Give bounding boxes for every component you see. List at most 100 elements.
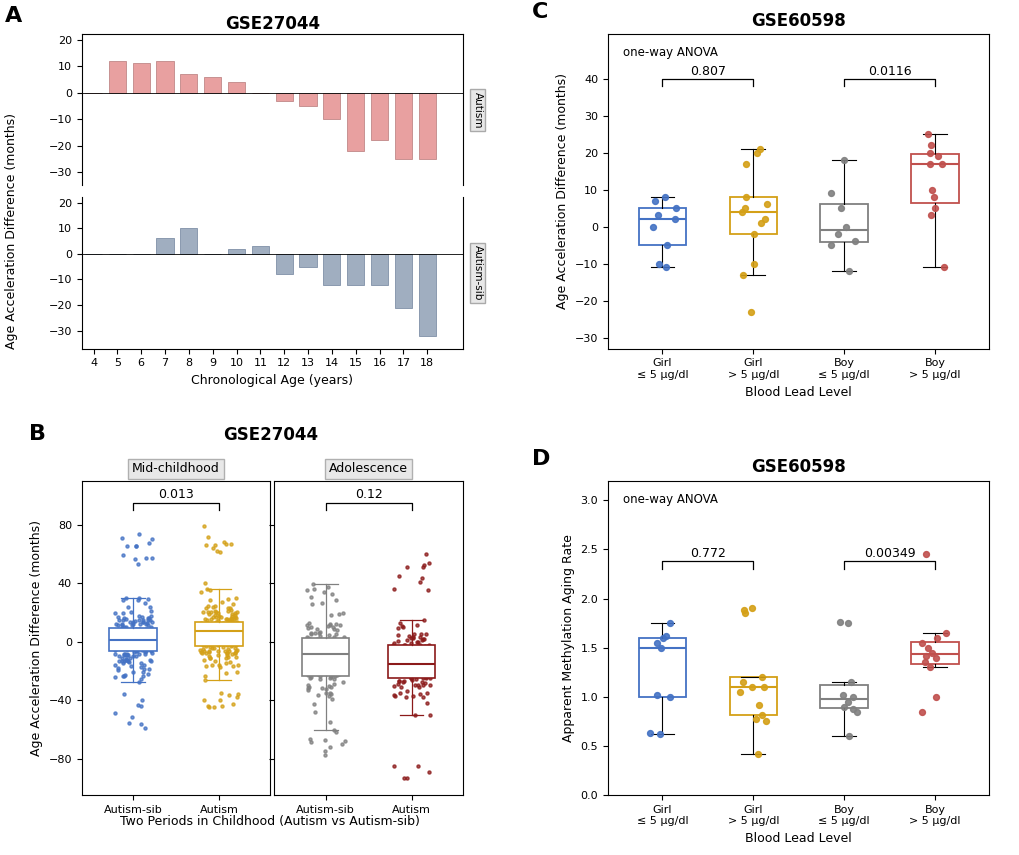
Point xyxy=(140,593,156,606)
Point xyxy=(120,716,137,729)
Point xyxy=(207,623,223,637)
Point xyxy=(309,636,325,650)
Bar xyxy=(418,92,435,159)
Point xyxy=(415,633,431,646)
Point xyxy=(407,678,423,692)
Bar xyxy=(228,82,245,92)
Point xyxy=(734,205,750,219)
Point xyxy=(122,641,139,655)
Point xyxy=(738,156,754,170)
Point xyxy=(225,624,242,638)
Point xyxy=(391,616,408,630)
Point xyxy=(404,673,420,687)
Point xyxy=(116,627,132,640)
Point xyxy=(120,648,137,662)
Point xyxy=(137,634,153,648)
Point xyxy=(135,669,151,682)
Point xyxy=(140,630,156,644)
Point xyxy=(321,639,337,652)
Point xyxy=(736,604,752,617)
Point xyxy=(219,642,235,656)
Point xyxy=(208,610,224,624)
Point xyxy=(226,641,243,655)
Point xyxy=(832,201,848,215)
Point xyxy=(416,613,432,627)
Point xyxy=(141,629,157,643)
Point xyxy=(137,647,153,661)
Point xyxy=(121,633,138,646)
Point xyxy=(317,744,333,758)
Point xyxy=(216,629,232,643)
Bar xyxy=(180,228,198,254)
Point xyxy=(208,626,224,640)
Point xyxy=(313,597,329,610)
Point xyxy=(140,613,156,627)
Point xyxy=(932,156,949,170)
Point xyxy=(405,657,421,671)
Point xyxy=(199,622,215,636)
Point xyxy=(421,638,437,652)
Point xyxy=(386,652,403,665)
Point xyxy=(400,628,417,642)
Point xyxy=(408,659,424,673)
Point xyxy=(202,640,218,654)
Point xyxy=(384,638,400,652)
Point xyxy=(142,600,158,614)
Point xyxy=(387,652,404,666)
Point xyxy=(122,628,139,641)
Point xyxy=(397,667,414,681)
Point xyxy=(208,631,224,645)
Point xyxy=(396,654,413,668)
Point xyxy=(205,541,221,555)
Point xyxy=(403,671,419,685)
Point xyxy=(129,593,146,606)
Point xyxy=(196,644,212,657)
Point xyxy=(135,631,151,645)
Point xyxy=(195,617,211,631)
Point xyxy=(409,635,425,649)
Point xyxy=(132,634,149,647)
Point xyxy=(224,616,240,629)
Point xyxy=(417,640,433,653)
Point xyxy=(305,659,321,673)
Point xyxy=(206,700,222,714)
Point xyxy=(114,628,130,641)
Point xyxy=(108,636,124,650)
Point xyxy=(219,623,235,637)
Point xyxy=(131,627,148,640)
Point xyxy=(330,643,346,657)
Point xyxy=(136,613,152,627)
Point xyxy=(331,642,347,656)
Point xyxy=(390,653,407,667)
Point xyxy=(227,630,244,644)
Point xyxy=(113,622,129,636)
Bar xyxy=(275,92,292,101)
Point xyxy=(331,618,347,632)
Point xyxy=(127,552,144,566)
Point xyxy=(130,698,147,711)
Point xyxy=(131,628,148,642)
Point xyxy=(421,765,437,779)
Text: 0.00349: 0.00349 xyxy=(863,547,914,560)
Title: GSE27044: GSE27044 xyxy=(224,15,320,32)
Point xyxy=(113,532,129,545)
Point xyxy=(312,649,328,663)
Point xyxy=(207,604,223,618)
Bar xyxy=(346,254,364,285)
Point xyxy=(325,676,341,690)
Point xyxy=(116,649,132,663)
Point xyxy=(399,663,416,677)
Point xyxy=(835,153,851,167)
Point xyxy=(304,634,320,648)
Point xyxy=(205,628,221,642)
Point xyxy=(135,616,151,629)
Point xyxy=(126,624,143,638)
Point xyxy=(211,658,227,672)
Point xyxy=(395,660,412,674)
Point xyxy=(120,630,137,644)
Point xyxy=(393,650,410,663)
Point xyxy=(224,616,240,630)
Point xyxy=(745,227,761,241)
Point xyxy=(306,644,322,657)
Point xyxy=(385,759,401,773)
